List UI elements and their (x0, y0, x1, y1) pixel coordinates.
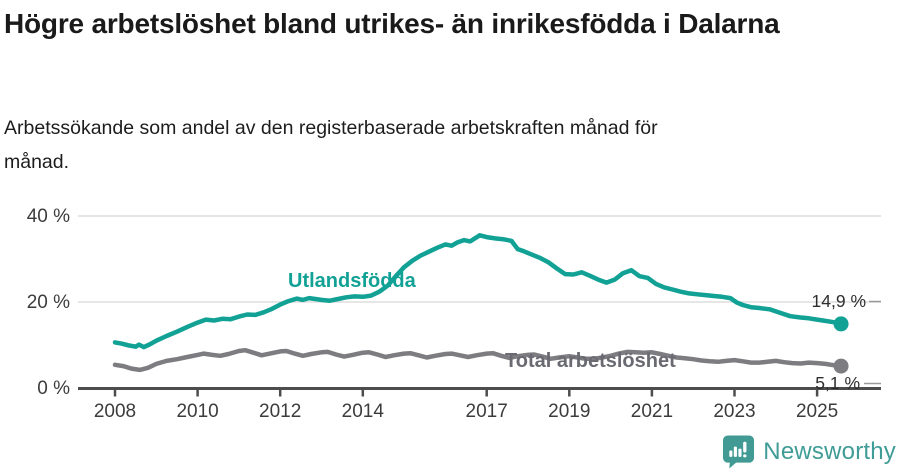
x-axis-label-2023: 2023 (713, 401, 755, 422)
x-axis-label-2008: 2008 (94, 401, 136, 422)
y-axis-label-20: 20 % (27, 292, 70, 313)
series-line-utlandsf-dda (112, 233, 844, 350)
page-subtitle: Arbetssökande som andel av den registerb… (4, 117, 658, 173)
x-axis-labels: 2008 2010 2012 2014 2017 2019 2021 2023 2025 (94, 401, 838, 422)
chart-svg: 0 % 20 % 40 % 2008 2010 2012 2014 2017 2019 2021… (27, 206, 881, 422)
page-title: Högre arbetslöshet bland utrikes- än inr… (4, 8, 780, 39)
series-label-total-arbetsloshet: Total arbetslöshet (505, 350, 676, 372)
series-label-utlandsfodda: Utlandsfödda (288, 270, 417, 292)
x-axis-label-2025: 2025 (796, 401, 838, 422)
x-axis-label-2017: 2017 (466, 401, 508, 422)
newsworthy-logo-icon (722, 435, 755, 469)
end-value-labels: 14,9 % 5,1 % (812, 291, 881, 393)
series-labels: Utlandsfödda Total arbetslöshet (288, 270, 676, 372)
series-line-total-arbetsl-shet (112, 347, 844, 373)
x-axis-label-2021: 2021 (631, 401, 673, 422)
y-axis-label-40: 40 % (27, 206, 70, 227)
y-axis-labels: 0 % 20 % 40 % (27, 206, 70, 399)
y-axis-label-0: 0 % (37, 378, 70, 399)
x-axis-label-2019: 2019 (548, 401, 590, 422)
footer: Newsworthy (722, 434, 896, 470)
newsworthy-wordmark: Newsworthy (763, 438, 896, 465)
x-axis-ticks (113, 389, 819, 397)
series-end-dots (833, 316, 849, 374)
series-end-dot-utlandsf-dda (833, 316, 849, 332)
gridlines (78, 215, 881, 303)
x-axis-label-2014: 2014 (342, 401, 385, 422)
series-lines (112, 233, 844, 373)
x-axis-label-2012: 2012 (259, 401, 301, 422)
series-end-dot-total-arbetsl-shet (833, 358, 849, 374)
end-value-total: 5,1 % (815, 373, 860, 393)
end-value-utlandsfodda: 14,9 % (812, 291, 866, 311)
x-axis-label-2010: 2010 (176, 401, 218, 422)
